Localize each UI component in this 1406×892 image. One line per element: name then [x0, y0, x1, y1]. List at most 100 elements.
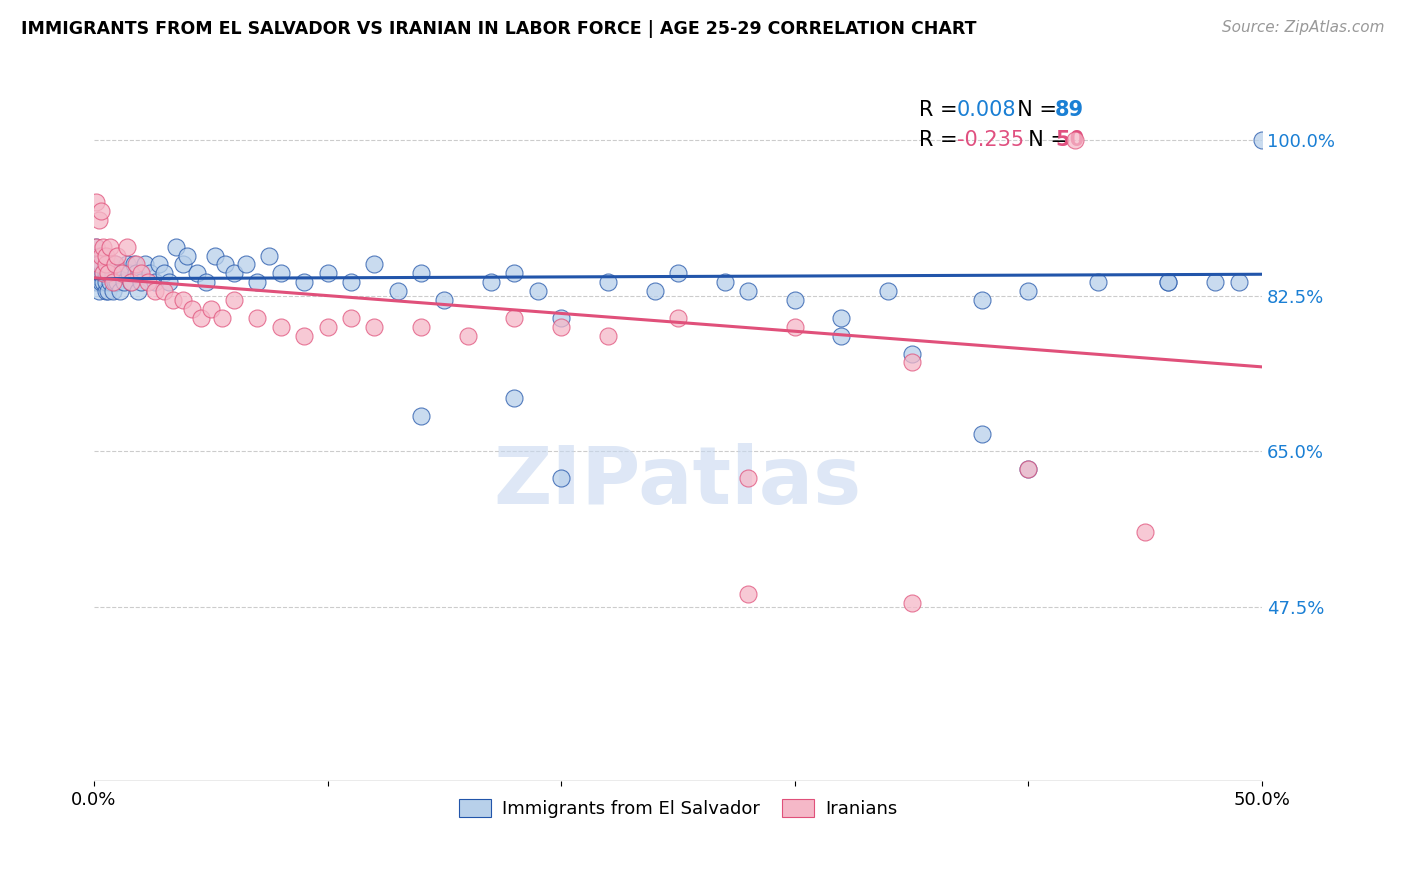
Point	[316, 266, 339, 280]
Point	[118, 266, 141, 280]
Point	[125, 257, 148, 271]
Text: 89: 89	[1054, 100, 1084, 120]
Text: N =: N =	[1015, 129, 1076, 150]
Point	[195, 275, 218, 289]
Point	[98, 257, 121, 271]
Point	[550, 319, 572, 334]
Point	[1017, 462, 1039, 476]
Text: N =: N =	[1004, 100, 1063, 120]
Point	[200, 301, 222, 316]
Point	[1204, 275, 1226, 289]
Point	[97, 257, 120, 271]
Point	[97, 266, 120, 280]
Point	[101, 284, 124, 298]
Point	[90, 275, 112, 289]
Point	[409, 319, 432, 334]
Point	[122, 257, 145, 271]
Point	[97, 266, 120, 280]
Point	[503, 391, 526, 405]
Point	[108, 284, 131, 298]
Point	[153, 284, 176, 298]
Point	[783, 293, 806, 307]
Point	[104, 257, 127, 271]
Point	[526, 284, 548, 298]
Point	[409, 409, 432, 423]
Point	[90, 248, 112, 262]
Point	[97, 284, 120, 298]
Point	[104, 257, 127, 271]
Text: R =: R =	[918, 129, 963, 150]
Point	[970, 426, 993, 441]
Point	[204, 248, 226, 262]
Point	[104, 275, 127, 289]
Point	[165, 240, 187, 254]
Point	[115, 257, 138, 271]
Point	[111, 266, 134, 280]
Point	[84, 240, 107, 254]
Point	[737, 284, 759, 298]
Point	[94, 266, 117, 280]
Point	[713, 275, 735, 289]
Point	[257, 248, 280, 262]
Point	[387, 284, 409, 298]
Point	[125, 266, 148, 280]
Point	[112, 275, 135, 289]
Point	[644, 284, 666, 298]
Point	[143, 275, 166, 289]
Point	[877, 284, 900, 298]
Point	[94, 284, 117, 298]
Point	[1251, 133, 1274, 147]
Point	[91, 240, 114, 254]
Point	[783, 319, 806, 334]
Point	[737, 471, 759, 485]
Point	[148, 257, 170, 271]
Point	[115, 240, 138, 254]
Point	[270, 266, 292, 280]
Point	[596, 328, 619, 343]
Point	[1157, 275, 1180, 289]
Point	[90, 257, 112, 271]
Point	[900, 355, 922, 369]
Point	[900, 346, 922, 360]
Point	[91, 266, 114, 280]
Point	[457, 328, 479, 343]
Point	[830, 328, 852, 343]
Point	[503, 266, 526, 280]
Point	[120, 275, 142, 289]
Point	[98, 275, 121, 289]
Point	[176, 248, 198, 262]
Point	[186, 266, 208, 280]
Point	[162, 293, 184, 307]
Point	[270, 319, 292, 334]
Point	[900, 596, 922, 610]
Point	[246, 275, 269, 289]
Point	[84, 257, 107, 271]
Point	[87, 266, 110, 280]
Point	[596, 275, 619, 289]
Text: ZIPatlas: ZIPatlas	[494, 442, 862, 521]
Point	[211, 310, 233, 325]
Point	[970, 293, 993, 307]
Point	[136, 275, 159, 289]
Point	[363, 319, 385, 334]
Point	[1133, 524, 1156, 539]
Point	[666, 266, 689, 280]
Point	[94, 275, 117, 289]
Text: -0.235: -0.235	[957, 129, 1024, 150]
Point	[101, 266, 124, 280]
Point	[84, 240, 107, 254]
Point	[1064, 133, 1087, 147]
Point	[94, 248, 117, 262]
Point	[222, 266, 245, 280]
Point	[830, 310, 852, 325]
Point	[181, 301, 204, 316]
Point	[134, 257, 156, 271]
Point	[139, 266, 162, 280]
Point	[91, 275, 114, 289]
Point	[90, 204, 112, 219]
Point	[105, 275, 128, 289]
Text: Source: ZipAtlas.com: Source: ZipAtlas.com	[1222, 20, 1385, 35]
Point	[127, 284, 149, 298]
Point	[153, 266, 176, 280]
Point	[503, 310, 526, 325]
